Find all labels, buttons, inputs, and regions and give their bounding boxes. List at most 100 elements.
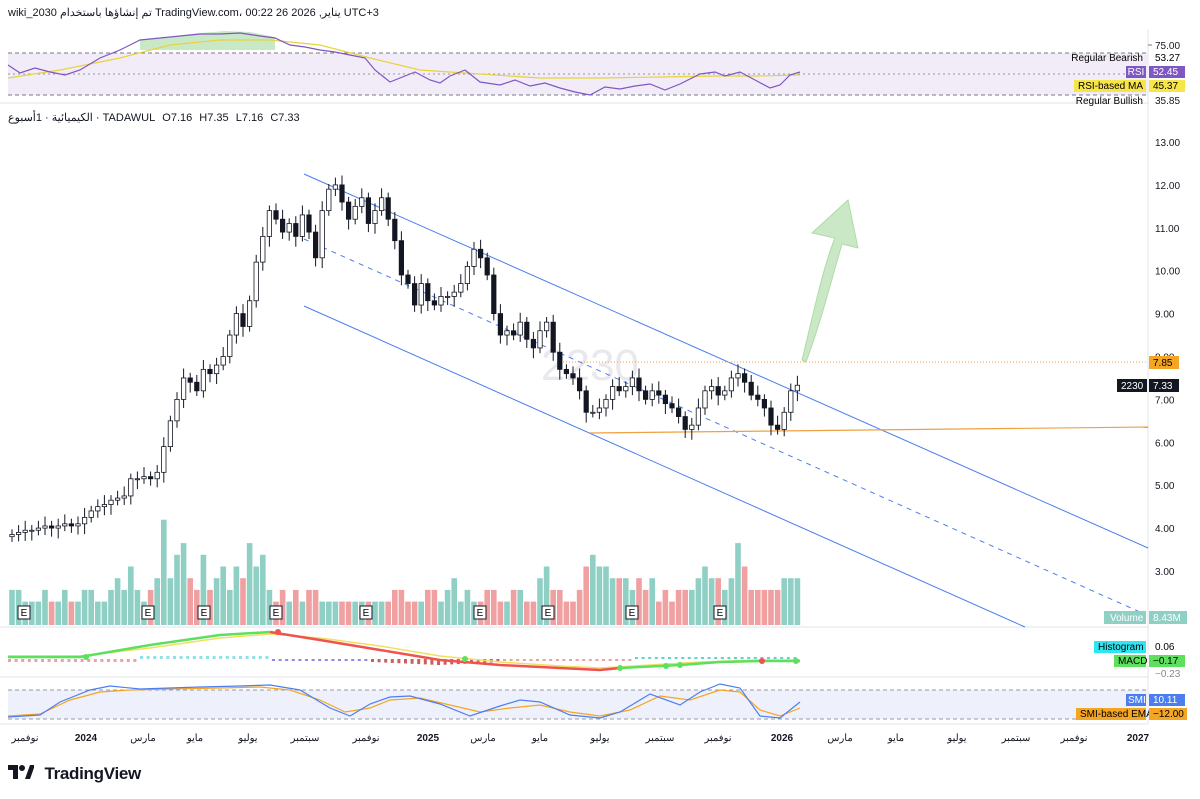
price-tick-label: 12.00 bbox=[1155, 181, 1180, 192]
smi-ema-label-badge bbox=[1076, 708, 1146, 720]
macd-histogram-bar bbox=[410, 659, 414, 664]
volume-bar bbox=[510, 589, 517, 625]
candle-up bbox=[246, 300, 253, 327]
macd-histogram-bar bbox=[701, 657, 704, 659]
earnings-marker-label: E bbox=[545, 608, 552, 619]
candle-down bbox=[279, 218, 286, 233]
earnings-marker[interactable] bbox=[141, 605, 155, 620]
candle-up bbox=[326, 188, 332, 212]
candle-down bbox=[676, 407, 682, 417]
tradingview-brand[interactable]: TradingView bbox=[8, 764, 141, 784]
volume-bar bbox=[464, 589, 471, 625]
volume-bar bbox=[345, 601, 352, 625]
macd-line-recovery bbox=[619, 659, 800, 670]
volume-bar bbox=[55, 601, 61, 625]
regular-bearish-value: 53.27 bbox=[1155, 53, 1180, 64]
macd-histogram-bar bbox=[760, 657, 764, 659]
volume-bar bbox=[68, 601, 75, 625]
volume-value-badge bbox=[1149, 611, 1187, 624]
candle-down bbox=[761, 398, 768, 409]
earnings-marker[interactable] bbox=[473, 605, 487, 620]
candle-down bbox=[425, 283, 431, 302]
volume-bar bbox=[9, 589, 15, 625]
candle-up bbox=[444, 296, 451, 298]
candle-up bbox=[537, 330, 543, 349]
support-line bbox=[589, 426, 1149, 434]
macd-histogram-bar bbox=[166, 656, 170, 659]
volume-bar bbox=[279, 589, 286, 625]
time-axis-label: سبتمبر bbox=[290, 733, 320, 744]
macd-histogram-bar bbox=[496, 659, 500, 663]
macd-histogram-bar bbox=[582, 659, 586, 661]
channel-lower-line bbox=[303, 305, 1026, 628]
macd-histogram-bar bbox=[245, 656, 249, 659]
volume-bar bbox=[114, 578, 121, 625]
macd-histogram-bar bbox=[727, 657, 731, 659]
time-axis-label: 2027 bbox=[1127, 733, 1150, 744]
macd-histogram-bar bbox=[364, 659, 368, 661]
earnings-marker[interactable] bbox=[269, 605, 283, 620]
earnings-marker[interactable] bbox=[541, 605, 555, 620]
volume-bar bbox=[220, 566, 226, 625]
volume-bar bbox=[735, 543, 741, 625]
rsi-value-badge bbox=[1149, 66, 1185, 78]
earnings-marker[interactable] bbox=[625, 605, 639, 620]
price-tick-label: 10.00 bbox=[1155, 267, 1180, 278]
candle-up bbox=[372, 210, 378, 224]
macd-histogram-bar bbox=[595, 659, 599, 661]
volume-bar bbox=[675, 589, 682, 625]
time-axis-label: 2025 bbox=[417, 733, 440, 744]
candle-down bbox=[583, 390, 589, 413]
tradingview-brand-label: TradingView bbox=[44, 764, 141, 783]
bullish-arrow-drawing bbox=[801, 199, 859, 363]
macd-histogram-bar bbox=[681, 657, 685, 659]
earnings-marker[interactable] bbox=[713, 605, 727, 620]
macd-histogram-bar bbox=[212, 656, 216, 659]
candle-up bbox=[359, 197, 365, 207]
volume-label-badge bbox=[1104, 611, 1146, 624]
volume-bar bbox=[491, 589, 497, 625]
macd-histogram-bar bbox=[225, 656, 229, 659]
price-tick-label: 6.00 bbox=[1155, 438, 1175, 449]
candle-down bbox=[345, 201, 352, 220]
volume-bar bbox=[781, 578, 787, 625]
volume-bar bbox=[266, 589, 273, 625]
macd-histogram-bar bbox=[8, 659, 11, 662]
macd-histogram-bar bbox=[265, 656, 269, 659]
volume-bar bbox=[616, 578, 622, 625]
volume-bar bbox=[352, 601, 358, 625]
candle-up bbox=[55, 525, 61, 529]
time-axis[interactable]: نوفمبر 2024 مارس مايو يوليو سبتمبر نوفمبر 2025 م… bbox=[10, 733, 1149, 744]
macd-histogram-bar bbox=[54, 659, 58, 662]
earnings-marker[interactable] bbox=[17, 605, 31, 620]
volume-bar bbox=[35, 601, 42, 625]
macd-histogram-bar bbox=[252, 656, 256, 659]
volume-bar bbox=[702, 566, 708, 625]
candle-down bbox=[748, 381, 754, 396]
macd-histogram-bar bbox=[47, 659, 51, 662]
annotations bbox=[303, 173, 1149, 628]
volume-bar bbox=[134, 589, 141, 625]
ohlc-open: O7.16 bbox=[162, 112, 193, 124]
candle-up bbox=[735, 373, 741, 379]
macd-histogram-bar bbox=[278, 659, 282, 661]
earnings-marker[interactable] bbox=[197, 605, 211, 620]
volume-bar bbox=[121, 589, 127, 625]
volume-bar bbox=[240, 578, 246, 625]
macd-label-badge bbox=[1114, 655, 1146, 667]
rsi-pane: 75.00 35.85 Regular Bearish 53.27 RSI 52… bbox=[7, 31, 1185, 107]
histogram-value: 0.06 bbox=[1155, 642, 1175, 653]
price-tick-label: 11.00 bbox=[1155, 224, 1180, 235]
volume-bar bbox=[458, 601, 464, 625]
macd-histogram-bar bbox=[641, 657, 645, 659]
earnings-marker[interactable] bbox=[359, 605, 373, 620]
candle-down bbox=[240, 313, 246, 327]
macd-histogram-bar bbox=[21, 659, 25, 662]
volume-bar bbox=[741, 566, 748, 625]
volume-bar bbox=[194, 589, 200, 625]
macd-histogram-bar bbox=[80, 659, 84, 662]
candle-up bbox=[286, 223, 292, 233]
candle-down bbox=[669, 403, 675, 409]
candle-up bbox=[82, 516, 88, 525]
